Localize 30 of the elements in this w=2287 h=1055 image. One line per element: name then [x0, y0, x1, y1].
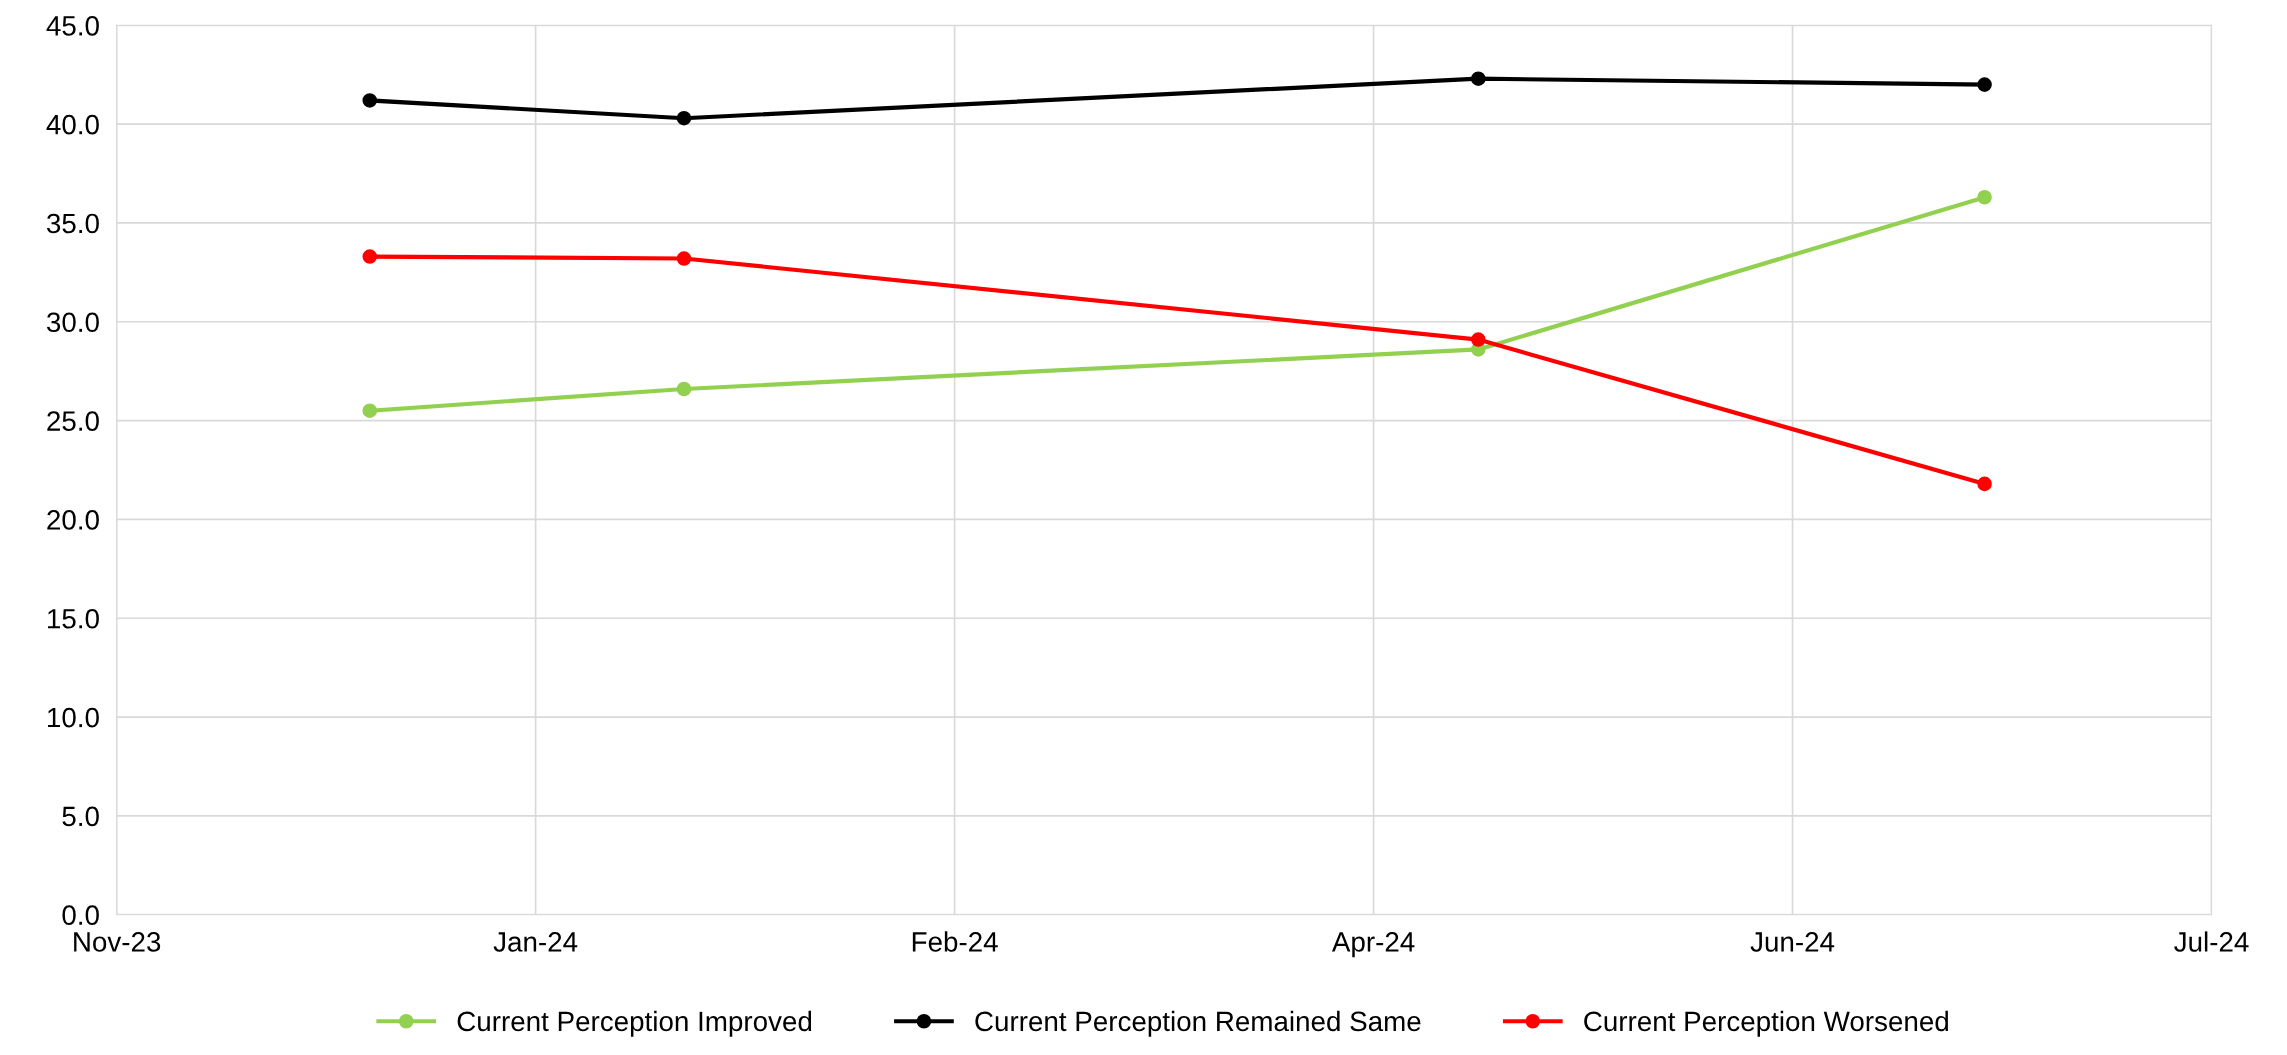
y-tick-label: 20.0 [47, 510, 99, 530]
point [362, 249, 378, 264]
legend-label: Current Perception Improved [457, 1010, 812, 1037]
point [676, 251, 692, 266]
point [362, 403, 378, 418]
x-tick-label: Apr-24 [1331, 932, 1415, 958]
y-tick-label: 30.0 [46, 312, 99, 333]
y-tick-label: 40.0 [46, 114, 99, 135]
x-tick-label: Nov-23 [74, 932, 161, 952]
point [676, 110, 692, 126]
x-tick-label: Jul-24 [2174, 931, 2249, 952]
point [1471, 71, 1486, 86]
y-tick-label: 0.0 [62, 905, 99, 926]
point [362, 93, 378, 108]
point [1977, 189, 1992, 205]
legend-label: Current Perception Worsened [1584, 1010, 1948, 1037]
y-tick-label: 25.0 [47, 411, 99, 431]
x-tick-label: Jan-24 [493, 932, 578, 952]
x-tick-label: Feb-24 [912, 931, 998, 952]
legend-label: Current Perception Remained Same [975, 1010, 1421, 1037]
x-tick-label: Jun-24 [1750, 932, 1835, 952]
y-tick-label: 15.0 [48, 608, 99, 629]
y-tick-label: 10.0 [48, 707, 99, 728]
y-tick-label: 45.0 [46, 15, 99, 36]
point [1471, 332, 1486, 347]
point [1977, 77, 1992, 92]
point [676, 381, 692, 397]
y-tick-label: 35.0 [46, 213, 99, 234]
point [1977, 476, 1992, 492]
y-tick-label: 5.0 [62, 806, 99, 827]
